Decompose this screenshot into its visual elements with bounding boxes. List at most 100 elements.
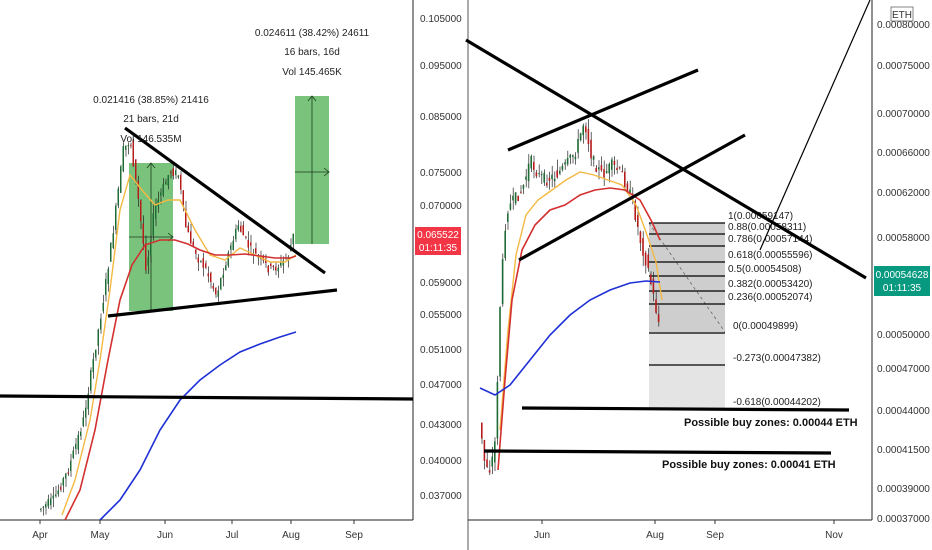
fib-level-label: 0(0.00049899) <box>733 321 798 332</box>
left-candle-body <box>67 472 69 474</box>
descending-trendline[interactable] <box>465 38 867 280</box>
right-x-tick: Nov <box>825 530 843 541</box>
buy-zone-label-1: Possible buy zones: 0.00044 ETH <box>684 417 858 429</box>
left-candle-body <box>215 288 217 295</box>
right-candle-body <box>626 183 629 193</box>
left-candle-body <box>125 145 127 150</box>
right-candle-body <box>644 252 647 266</box>
right-y-tick: 0.00062000 <box>877 188 930 199</box>
left-candle-body <box>222 274 224 279</box>
right-time-axis[interactable]: Jun Aug Sep Nov <box>534 520 843 541</box>
right-candle-body <box>533 161 535 170</box>
right-x-tick: Aug <box>646 530 664 541</box>
left-last-price-tag <box>415 227 461 255</box>
left-candle-body <box>130 145 132 147</box>
right-candle-body <box>501 259 504 305</box>
measure-1-line-3: Vol 146.535M <box>120 134 181 145</box>
right-candle-body <box>603 169 605 178</box>
left-moving-averages <box>61 173 297 521</box>
left-candle-body <box>127 145 129 147</box>
left-candle-body <box>267 265 269 273</box>
right-candle-body <box>538 173 540 175</box>
left-y-tick: 0.105000 <box>420 14 462 25</box>
left-candle-body <box>107 268 109 285</box>
fib-zone-lower <box>649 332 725 410</box>
measure-2-line-3: Vol 145.465K <box>282 67 342 78</box>
triangle-lower-line[interactable] <box>107 288 338 318</box>
buy-zone-line-2[interactable] <box>483 449 832 455</box>
left-candle-body <box>137 180 139 199</box>
left-candle-body <box>55 494 57 497</box>
left-y-tick: 0.075000 <box>420 168 462 179</box>
fib-retracement[interactable]: 1(0.00059147)0.88(0.00058311)0.786(0.000… <box>648 211 821 410</box>
channel-upper-line[interactable] <box>507 68 699 152</box>
left-candle-body <box>195 249 197 254</box>
right-candle-body <box>517 195 519 201</box>
left-y-tick: 0.055000 <box>420 310 462 321</box>
left-price-axis[interactable]: 0.105000 0.095000 0.085000 0.075000 0.070000… <box>420 14 462 502</box>
right-ma-fast <box>499 171 663 431</box>
left-candle-body <box>182 190 184 205</box>
right-candle-body <box>512 195 514 201</box>
right-trendlines <box>465 0 871 455</box>
left-candles <box>40 138 294 516</box>
left-candle-body <box>220 278 222 290</box>
left-candle-body <box>115 205 117 230</box>
left-candle-body <box>272 265 274 267</box>
left-plot-area[interactable] <box>0 0 413 520</box>
right-candle-body <box>556 170 558 178</box>
left-candle-body <box>95 349 97 358</box>
right-candle-body <box>657 314 660 323</box>
left-candle-body <box>152 213 154 236</box>
left-candle-body <box>170 171 172 173</box>
left-candle-body <box>212 285 214 289</box>
right-candle-body <box>655 299 657 313</box>
left-candle-body <box>175 170 177 176</box>
right-y-tick: 0.00037000 <box>877 514 930 525</box>
right-candle-body <box>642 238 644 256</box>
right-candle-body <box>564 162 566 165</box>
left-candle-body <box>287 256 289 261</box>
right-candle-body <box>647 254 649 269</box>
left-candle-body <box>225 265 227 270</box>
triangle-upper-line[interactable] <box>124 126 326 275</box>
left-y-tick: 0.095000 <box>420 61 462 72</box>
right-candle-body <box>650 274 652 284</box>
right-candle-body <box>488 470 491 473</box>
right-moving-averages <box>479 171 663 471</box>
right-candle-body <box>621 171 623 173</box>
buy-zone-line-1[interactable] <box>521 406 850 412</box>
left-x-tick: Jun <box>157 530 173 541</box>
left-candle-body <box>227 252 229 266</box>
left-support-line[interactable] <box>0 394 414 401</box>
right-candle-body <box>590 139 592 159</box>
left-y-tick: 0.040000 <box>420 456 462 467</box>
right-candle-body <box>595 167 597 172</box>
right-candle-body <box>535 172 538 177</box>
right-candle-body <box>629 189 631 194</box>
left-y-tick: 0.070000 <box>420 201 462 212</box>
left-candle-body <box>52 495 54 499</box>
projection-line[interactable] <box>759 0 871 251</box>
left-candle-body <box>140 200 142 222</box>
left-candle-body <box>160 192 162 196</box>
left-candle-body <box>60 486 62 490</box>
left-candle-body <box>185 208 187 228</box>
fib-level-label: 0.382(0.00053420) <box>728 279 813 290</box>
currency-badge[interactable] <box>890 6 914 22</box>
left-candle-body <box>245 236 247 238</box>
left-x-tick: Apr <box>32 530 48 541</box>
channel-lower-line[interactable] <box>518 133 746 262</box>
right-last-price-tag <box>874 266 930 296</box>
right-y-tick: 0.00070000 <box>877 109 930 120</box>
left-candle-body <box>232 240 234 251</box>
left-candle-body <box>72 450 74 459</box>
right-candle-body <box>486 459 488 468</box>
right-y-tick: 0.00039000 <box>877 484 930 495</box>
measure-box-1-arrow-up <box>146 162 156 169</box>
left-candle-body <box>112 233 114 248</box>
fib-level-label: 0.88(0.00058311) <box>728 222 806 233</box>
left-time-axis[interactable]: Apr May Jun Jul Aug Sep <box>32 520 363 541</box>
right-candle-body <box>618 167 621 169</box>
